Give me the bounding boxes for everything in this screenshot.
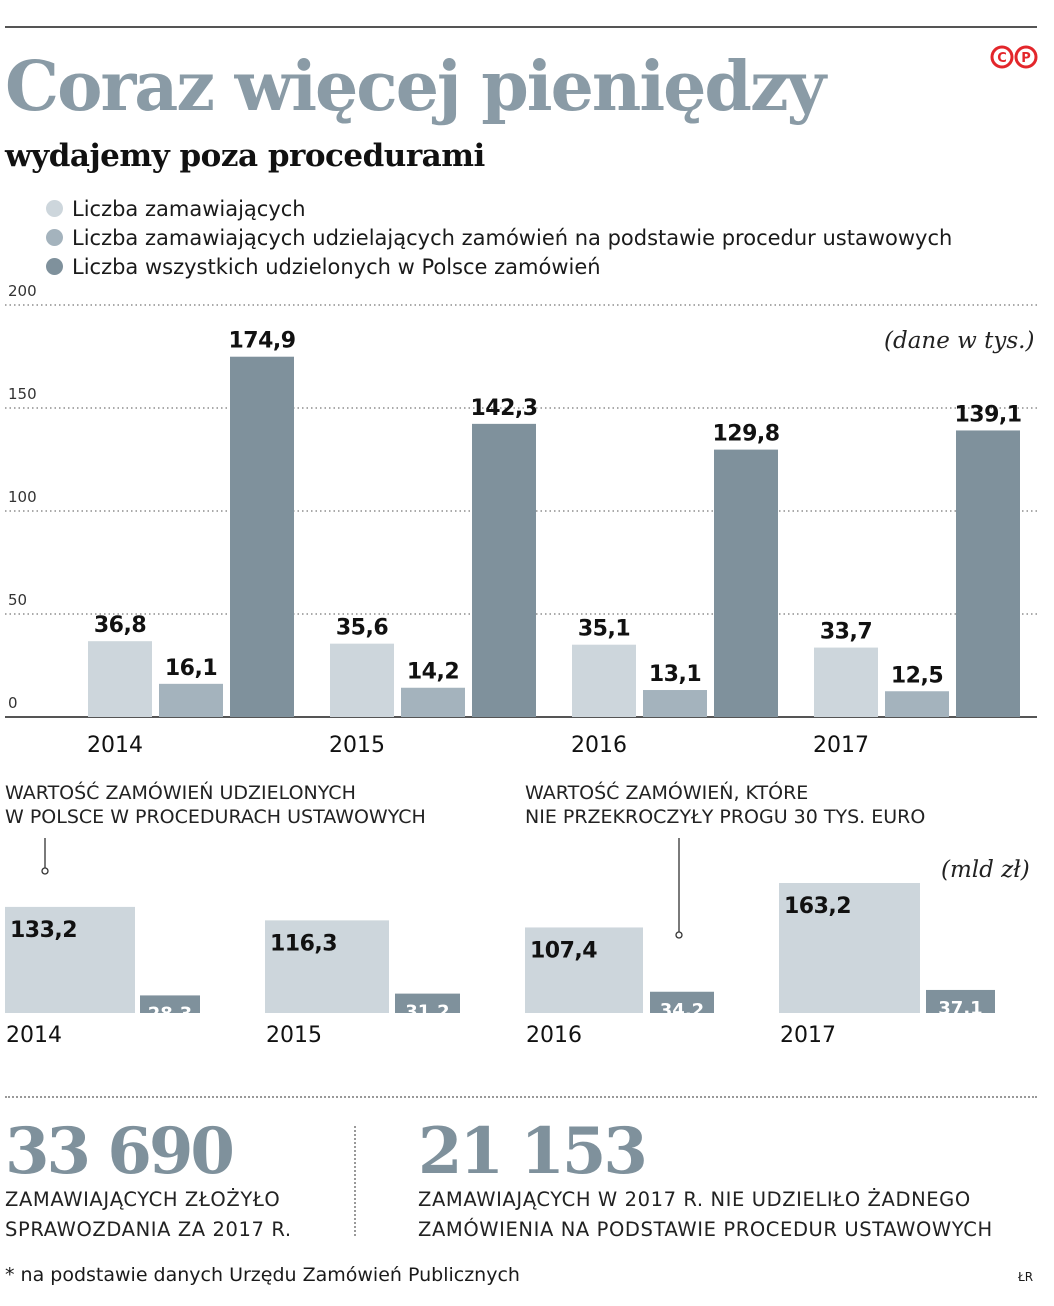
bar [885, 691, 949, 717]
bar [159, 683, 223, 717]
legend-label: Liczba zamawiających udzielających zamów… [72, 225, 953, 250]
legend-item: Liczba wszystkich udzielonych w Polsce z… [46, 252, 952, 281]
label-line: W POLSCE W PROCEDURACH USTAWOWYCH [5, 806, 426, 828]
stat-text-right: ZAMAWIAJĄCYCH W 2017 R. NIE UDZIELIŁO ŻA… [418, 1185, 993, 1245]
x-tick-label: 2017 [813, 733, 869, 758]
label-line: NIE PRZEKROCZYŁY PROGU 30 TYS. EURO [525, 806, 926, 828]
page-title: Coraz więcej pieniędzy [5, 47, 826, 127]
value-bar-label: 163,2 [784, 894, 851, 919]
x-tick-label: 2016 [526, 1023, 582, 1048]
value-bar-label: 37,1 [938, 998, 982, 1019]
value-bar-label: 133,2 [10, 918, 77, 943]
cp-logo: C P [990, 45, 1038, 69]
bar [956, 430, 1020, 717]
legend-item: Liczba zamawiających [46, 194, 952, 223]
bar-value-label: 33,7 [820, 620, 872, 645]
legend-item: Liczba zamawiających udzielających zamów… [46, 223, 952, 252]
value-bar [525, 927, 643, 1013]
y-tick-label: 50 [8, 591, 27, 609]
footnote: * na podstawie danych Urzędu Zamówień Pu… [5, 1264, 520, 1286]
bar [714, 449, 778, 717]
value-bar-chart: 133,2 28,3 2014 116,3 31,2 2015 107,4 34,2 2016 1… [5, 838, 995, 1048]
value-bar [779, 883, 920, 1013]
stat-line: SPRAWOZDANIA ZA 2017 R. [5, 1218, 292, 1241]
label-line: WARTOŚĆ ZAMÓWIEŃ, KTÓRE [525, 782, 809, 804]
x-tick-label: 2014 [6, 1023, 62, 1048]
legend-swatch [46, 200, 63, 217]
bar-value-label: 142,3 [470, 396, 537, 421]
x-tick-label: 2015 [266, 1023, 322, 1048]
legend: Liczba zamawiających Liczba zamawiającyc… [46, 194, 952, 281]
stat-number-left: 33 690 [5, 1114, 235, 1189]
x-tick-label: 2014 [87, 733, 143, 758]
value-bar-label: 31,2 [405, 1002, 449, 1023]
top-rule [5, 26, 1037, 28]
value-bar-label: 34,2 [660, 1000, 704, 1021]
stat-separator [354, 1126, 356, 1236]
stat-number-right: 21 153 [418, 1114, 648, 1189]
bar [401, 687, 465, 717]
value-bar [140, 995, 200, 1013]
value-section-label-right: WARTOŚĆ ZAMÓWIEŃ, KTÓRE NIE PRZEKROCZYŁY… [525, 781, 925, 829]
value-bar-label: 116,3 [270, 931, 337, 956]
bar-value-label: 36,8 [94, 613, 146, 638]
stat-text-left: ZAMAWIAJĄCYCH ZŁOŻYŁO SPRAWOZDANIA ZA 20… [5, 1185, 292, 1245]
bar-value-label: 174,9 [228, 329, 295, 354]
label-line: WARTOŚĆ ZAMÓWIEŃ UDZIELONYCH [5, 782, 356, 804]
bar [330, 643, 394, 717]
bar-value-label: 35,1 [578, 617, 630, 642]
y-tick-label: 200 [8, 282, 37, 300]
bar [472, 423, 536, 717]
value-bar-label: 28,3 [148, 1003, 192, 1024]
value-bar-label: 107,4 [530, 938, 597, 963]
legend-swatch [46, 229, 63, 246]
bar-value-label: 14,2 [407, 660, 459, 685]
bar [643, 690, 707, 717]
stat-line: ZAMAWIAJĄCYCH ZŁOŻYŁO [5, 1188, 281, 1211]
legend-swatch [46, 258, 63, 275]
legend-label: Liczba zamawiających [72, 196, 306, 221]
bar-value-label: 16,1 [165, 656, 217, 681]
unit-note-value: (mld zł) [941, 857, 1030, 883]
callout-dot [41, 867, 49, 875]
credit: ŁR [1018, 1270, 1034, 1284]
y-tick-label: 150 [8, 385, 37, 403]
y-tick-label: 0 [8, 694, 18, 712]
bar-value-label: 12,5 [891, 663, 943, 688]
page-subtitle: wydajemy poza procedurami [5, 138, 485, 174]
bar [230, 356, 294, 717]
svg-text:P: P [1021, 51, 1031, 66]
value-bar [395, 993, 460, 1013]
bar-value-label: 35,6 [336, 616, 388, 641]
bar [88, 641, 152, 717]
svg-text:C: C [997, 51, 1007, 66]
value-bar [926, 989, 995, 1013]
y-tick-label: 100 [8, 488, 37, 506]
unit-note: (dane w tys.) [884, 328, 1035, 354]
x-tick-label: 2015 [329, 733, 385, 758]
bar-value-label: 13,1 [649, 662, 701, 687]
stat-line: ZAMAWIAJĄCYCH W 2017 R. NIE UDZIELIŁO ŻA… [418, 1188, 971, 1211]
legend-label: Liczba wszystkich udzielonych w Polsce z… [72, 254, 601, 279]
value-section-label-left: WARTOŚĆ ZAMÓWIEŃ UDZIELONYCH W POLSCE W … [5, 781, 426, 829]
x-tick-label: 2017 [780, 1023, 836, 1048]
bar [572, 644, 636, 717]
value-bar [265, 920, 389, 1013]
bar [814, 647, 878, 717]
count-bar-chart: 0 50 100 150 200 36,8 16,1 174,9 2014 35,6 14,2 142… [5, 282, 1037, 758]
value-bar [5, 906, 135, 1013]
bar-value-label: 129,8 [712, 422, 779, 447]
callout-dot [675, 931, 683, 939]
section-divider [5, 1096, 1037, 1098]
x-tick-label: 2016 [571, 733, 627, 758]
value-bar [650, 991, 714, 1013]
bar-value-label: 139,1 [954, 402, 1021, 427]
stat-line: ZAMÓWIENIA NA PODSTAWIE PROCEDUR USTAWOW… [418, 1218, 993, 1241]
